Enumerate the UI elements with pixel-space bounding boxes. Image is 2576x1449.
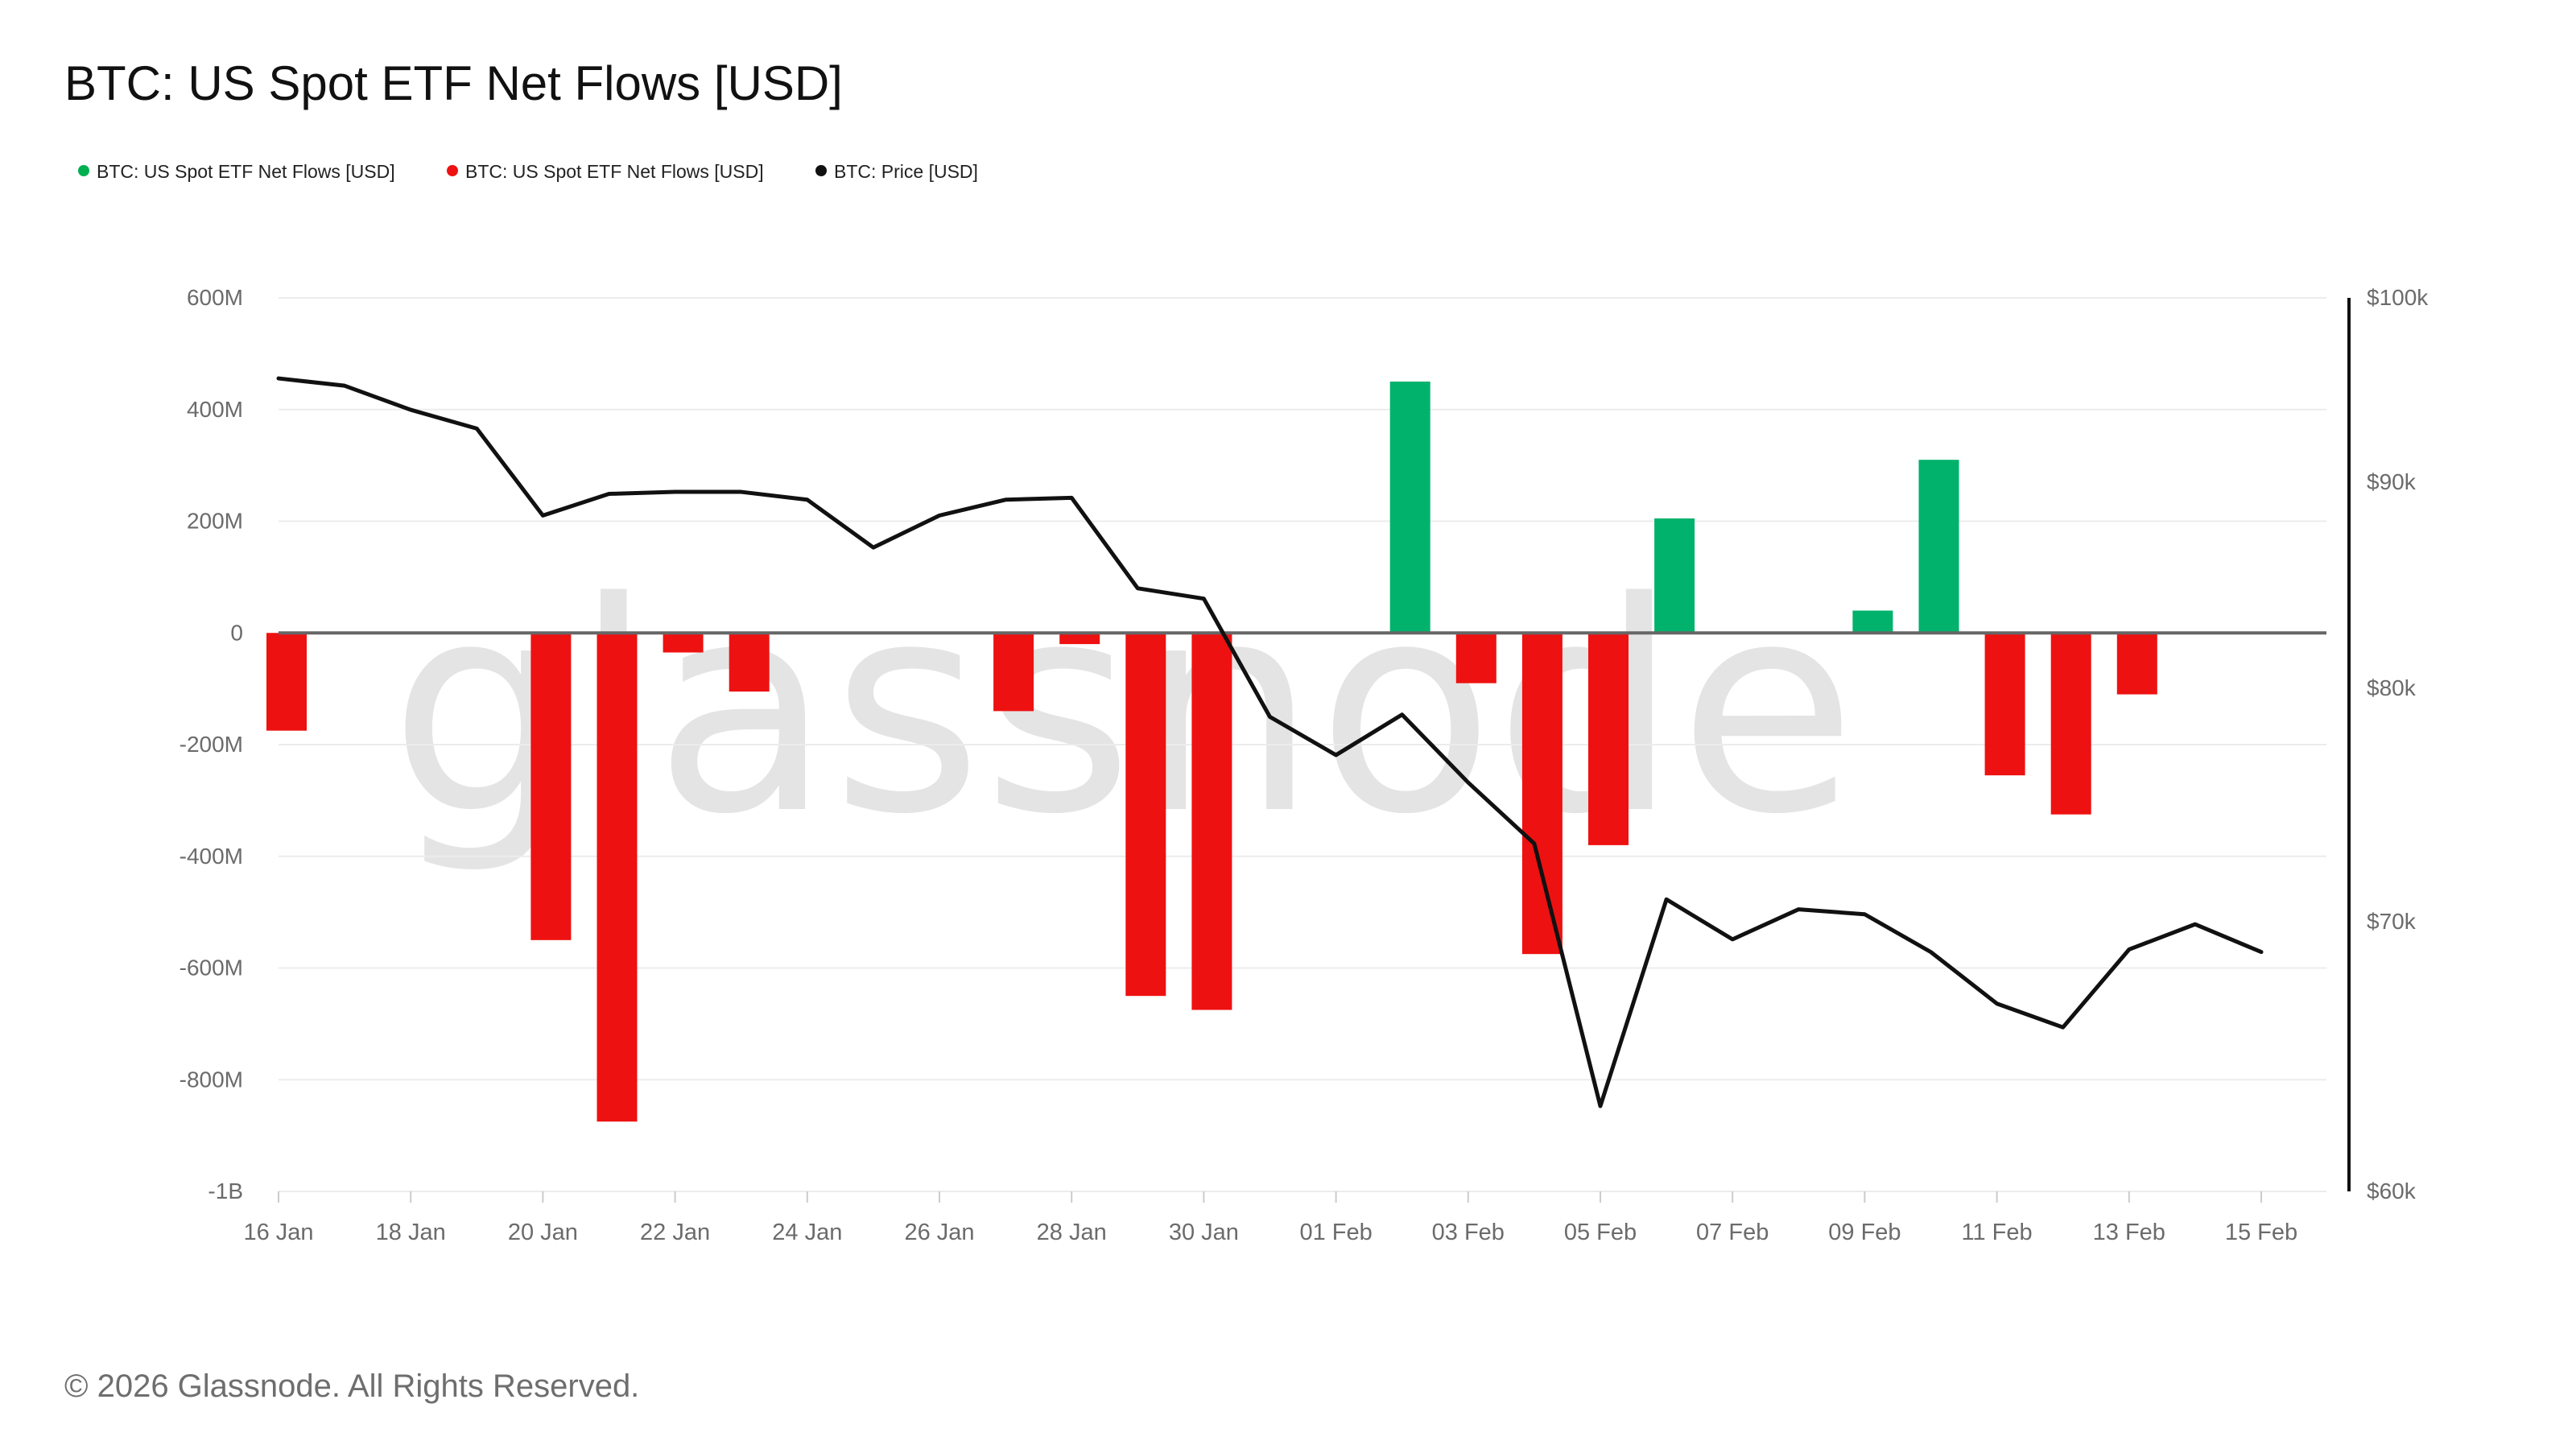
right-axis-tick-label: $70k <box>2367 909 2417 934</box>
x-axis-tick-label: 22 Jan <box>640 1220 710 1245</box>
x-axis-tick-label: 26 Jan <box>904 1220 974 1245</box>
x-axis-tick-label: 18 Jan <box>376 1220 446 1245</box>
price-line-group <box>276 376 2264 1108</box>
inflow-bar <box>1918 460 1959 634</box>
left-axis-tick-label: 200M <box>187 509 243 534</box>
x-axis: 16 Jan 18 Jan 20 Jan 22 Jan 24 Jan 26 Jan 28 J… <box>243 1191 2297 1245</box>
inflow-bar <box>1654 518 1695 634</box>
left-axis-tick-label: 400M <box>187 397 243 422</box>
left-axis-tick-label: 0 <box>230 620 243 645</box>
legend-marker-inflow <box>78 165 89 176</box>
x-axis-tick-label: 13 Feb <box>2093 1220 2165 1245</box>
outflow-bar <box>266 633 307 731</box>
legend-label-price: BTC: Price [USD] <box>834 161 978 182</box>
right-axis-tick-label: $90k <box>2367 469 2417 494</box>
right-axis-tick-label: $100k <box>2367 285 2429 310</box>
outflow-bar <box>1059 633 1100 645</box>
left-axis-tick-label: -200M <box>180 732 243 757</box>
outflow-bar <box>1521 633 1563 955</box>
outflow-bar <box>993 633 1034 712</box>
legend: BTC: US Spot ETF Net Flows [USD] BTC: US… <box>78 161 978 182</box>
legend-item-price[interactable]: BTC: Price [USD] <box>815 161 978 182</box>
legend-label-outflow: BTC: US Spot ETF Net Flows [USD] <box>465 161 764 182</box>
x-axis-tick-label: 24 Jan <box>772 1220 842 1245</box>
x-axis-tick-label: 03 Feb <box>1432 1220 1505 1245</box>
outflow-bar <box>663 633 704 653</box>
left-axis: 600M 400M 200M 0 -200M -400M -600M -800M -1B <box>180 285 243 1203</box>
x-axis-tick-label: 11 Feb <box>1962 1220 2033 1245</box>
legend-item-outflow[interactable]: BTC: US Spot ETF Net Flows [USD] <box>447 161 764 182</box>
price-line <box>276 376 2264 1108</box>
right-axis: $100k $90k $80k $70k $60k <box>2347 285 2429 1203</box>
left-axis-tick-label: -400M <box>180 844 243 869</box>
left-axis-tick-label: 600M <box>187 285 243 310</box>
legend-item-inflow[interactable]: BTC: US Spot ETF Net Flows [USD] <box>78 161 395 182</box>
chart-title: BTC: US Spot ETF Net Flows [USD] <box>64 56 843 110</box>
x-axis-tick-label: 15 Feb <box>2225 1220 2297 1245</box>
left-axis-tick-label: -600M <box>180 956 243 980</box>
right-axis-tick-label: $60k <box>2367 1179 2417 1203</box>
outflow-bar <box>1984 633 2025 776</box>
x-axis-tick-label: 09 Feb <box>1828 1220 1901 1245</box>
outflow-bar <box>530 633 572 940</box>
legend-marker-price <box>815 165 827 176</box>
x-axis-tick-label: 30 Jan <box>1169 1220 1239 1245</box>
outflow-bar <box>729 633 770 692</box>
x-axis-tick-label: 01 Feb <box>1299 1220 1372 1245</box>
outflow-bar <box>1588 633 1629 845</box>
legend-label-inflow: BTC: US Spot ETF Net Flows [USD] <box>97 161 395 182</box>
outflow-bar <box>1125 633 1166 997</box>
x-axis-tick-label: 16 Jan <box>243 1220 313 1245</box>
inflow-bar <box>1852 610 1893 634</box>
left-axis-tick-label: -800M <box>180 1067 243 1092</box>
x-axis-tick-label: 28 Jan <box>1037 1220 1107 1245</box>
copyright-footer: © 2026 Glassnode. All Rights Reserved. <box>64 1368 639 1404</box>
x-axis-tick-label: 20 Jan <box>508 1220 578 1245</box>
right-axis-tick-label: $80k <box>2367 675 2417 700</box>
outflow-bar <box>1455 633 1496 683</box>
x-axis-tick-label: 07 Feb <box>1696 1220 1769 1245</box>
outflow-bar <box>1191 633 1232 1010</box>
outflow-bar <box>2050 633 2091 815</box>
outflow-bar <box>2116 633 2157 695</box>
x-axis-tick-label: 05 Feb <box>1564 1220 1637 1245</box>
legend-marker-outflow <box>447 165 458 176</box>
outflow-bar <box>597 633 638 1122</box>
left-axis-tick-label: -1B <box>208 1179 243 1203</box>
inflow-bar <box>1389 382 1430 634</box>
bars <box>266 382 2157 1122</box>
